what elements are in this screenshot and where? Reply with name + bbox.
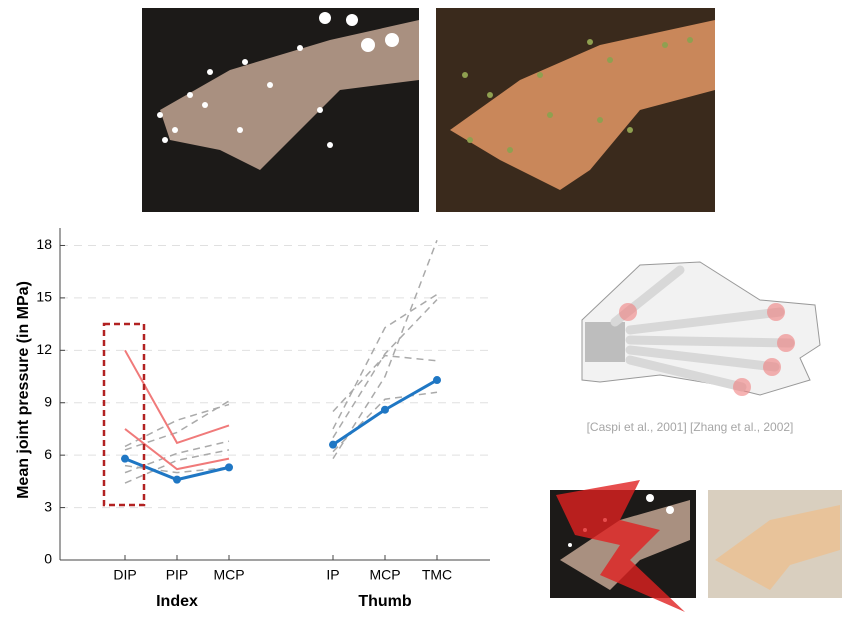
series-line [124, 428, 230, 471]
point [381, 405, 389, 414]
point [329, 440, 337, 449]
photo-small-markers [550, 480, 696, 612]
y-tick-label: 9 [44, 393, 52, 409]
point [225, 463, 233, 472]
point [433, 376, 441, 385]
y-tick-label: 3 [44, 498, 52, 514]
y-tick-label: 12 [36, 341, 52, 357]
x-tick-label: IP [326, 567, 339, 583]
y-tick-label: 15 [36, 289, 52, 305]
x-tick-label: MCP [369, 567, 400, 583]
y-tick-label: 18 [36, 236, 52, 252]
y-axis-label: Mean joint pressure (in MPa) [15, 281, 32, 499]
y-tick-label: 6 [44, 446, 52, 462]
photo-hand-markers [142, 8, 419, 212]
x-tick-label: TMC [422, 567, 452, 583]
series-line [124, 354, 438, 484]
reference: [Caspi et al., 2001] [Zhang et al., 2002… [587, 420, 794, 434]
group-label: Index [156, 593, 198, 610]
x-tick-label: MCP [213, 567, 244, 583]
chart: Mean joint pressure (in MPa) 0 3 6 9 12 15 18 D… [15, 228, 490, 610]
x-tick-label: PIP [166, 567, 189, 583]
series-line [124, 349, 230, 445]
series-line [124, 293, 438, 474]
series-line [124, 299, 438, 448]
point [121, 454, 129, 463]
photo-small-beads [708, 490, 842, 598]
highlight-box [102, 322, 146, 507]
y-tick-label: 0 [44, 551, 52, 567]
group-label: Thumb [358, 593, 412, 610]
x-tick-label: DIP [113, 567, 136, 583]
hand-skeleton-diagram [581, 261, 821, 396]
photo-hand-beads [436, 8, 715, 212]
series-line [124, 239, 438, 460]
point [173, 475, 181, 484]
